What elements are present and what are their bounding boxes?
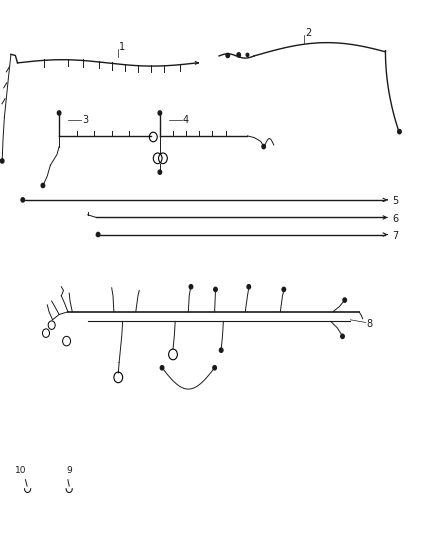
Text: 8: 8 (367, 319, 373, 328)
Circle shape (213, 366, 216, 370)
Text: 6: 6 (392, 214, 398, 224)
Text: 3: 3 (82, 115, 88, 125)
Circle shape (189, 285, 193, 289)
Text: 10: 10 (15, 466, 27, 475)
Circle shape (343, 298, 346, 302)
Circle shape (158, 111, 162, 115)
Circle shape (246, 53, 249, 56)
Circle shape (262, 144, 265, 149)
Circle shape (96, 232, 100, 237)
Circle shape (247, 285, 251, 289)
Circle shape (41, 183, 45, 188)
Circle shape (21, 198, 25, 202)
Text: 1: 1 (119, 42, 125, 52)
Circle shape (226, 53, 230, 58)
Circle shape (158, 170, 162, 174)
Circle shape (219, 348, 223, 352)
Circle shape (160, 366, 164, 370)
Circle shape (282, 287, 286, 292)
Circle shape (0, 159, 4, 163)
Circle shape (57, 111, 61, 115)
Text: 9: 9 (66, 466, 72, 475)
Text: 2: 2 (306, 28, 312, 38)
Circle shape (237, 53, 240, 57)
Text: 4: 4 (183, 115, 189, 125)
Circle shape (398, 130, 401, 134)
Text: 5: 5 (392, 197, 398, 206)
Circle shape (214, 287, 217, 292)
Text: 7: 7 (392, 231, 398, 241)
Circle shape (341, 334, 344, 338)
